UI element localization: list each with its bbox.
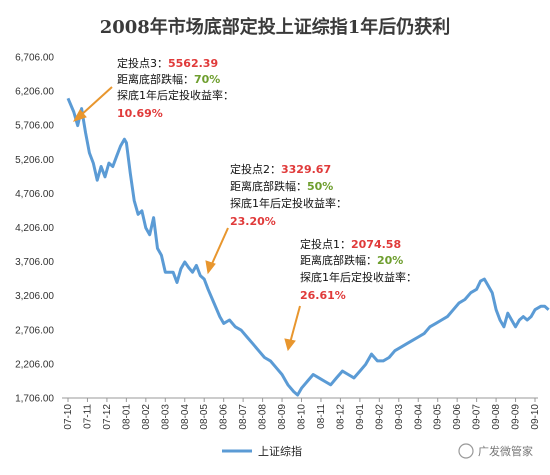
x-tick-label: 08-02 (141, 404, 152, 430)
arrow-head-2 (205, 260, 216, 275)
x-axis: 07-10 07-11 07-12 08-01 08-02 08-03 08-04 08-05… (63, 398, 541, 430)
x-tick-label: 08-04 (180, 404, 191, 430)
x-tick-label: 07-10 (63, 404, 74, 430)
x-tick-label: 09-09 (511, 404, 522, 430)
x-tick-label: 08-09 (277, 404, 288, 430)
ann1-return: 26.61% (300, 289, 346, 302)
ann2-drop-label: 距离底部跌幅： (230, 179, 307, 193)
ann2-label: 定投点2： (230, 162, 281, 176)
y-tick-label: 3,206.00 (15, 291, 54, 302)
svg-text:距离底部跌幅：50%: 距离底部跌幅：50% (230, 179, 333, 193)
chart-title: 2008年市场底部定投上证综指1年后仍获利 (100, 16, 451, 38)
arrow-shaft-1 (289, 305, 301, 344)
svg-text:定投点1：2074.58: 定投点1：2074.58 (300, 237, 401, 251)
y-tick-label: 2,206.00 (15, 359, 54, 370)
ann3-return: 10.69% (117, 107, 163, 120)
y-tick-label: 3,706.00 (15, 257, 54, 268)
legend: 上证综指 (222, 444, 302, 458)
x-tick-label: 09-01 (355, 404, 366, 430)
y-tick-label: 1,706.00 (15, 394, 54, 405)
ann1-value: 2074.58 (351, 238, 401, 251)
y-tick-label: 2,706.00 (15, 325, 54, 336)
x-tick-label: 08-03 (160, 404, 171, 430)
arrow-head-3 (72, 109, 87, 122)
annotation-arrows (72, 86, 301, 352)
ann3-drop-label: 距离底部跌幅： (117, 72, 194, 86)
x-tick-label: 08-07 (238, 404, 249, 430)
watermark: 广发微管家 (458, 443, 533, 459)
ann1-drop: 20% (377, 254, 403, 267)
y-tick-label: 4,206.00 (15, 223, 54, 234)
y-tick-label: 5,706.00 (15, 121, 54, 132)
arrow-shaft-3 (79, 86, 113, 117)
y-tick-label: 4,706.00 (15, 189, 54, 200)
ann3-value: 5562.39 (168, 57, 218, 70)
ann1-return-label: 探底1年后定投收益率： (300, 270, 417, 284)
ann2-value: 3329.67 (281, 163, 331, 176)
svg-text:定投点3：5562.39: 定投点3：5562.39 (117, 56, 218, 70)
ann3-label: 定投点3： (117, 56, 168, 70)
ann2-return-label: 探底1年后定投收益率： (230, 196, 347, 210)
y-tick-label: 5,206.00 (15, 155, 54, 166)
x-tick-label: 08-06 (219, 404, 230, 430)
x-tick-label: 09-05 (433, 404, 444, 430)
wechat-icon (458, 443, 474, 459)
ann1-drop-label: 距离底部跌幅： (300, 253, 377, 267)
x-tick-label: 09-10 (530, 404, 541, 430)
svg-text:距离底部跌幅：70%: 距离底部跌幅：70% (117, 72, 220, 86)
ann2-drop: 50% (307, 180, 333, 193)
x-tick-label: 07-12 (102, 404, 113, 430)
x-tick-label: 08-10 (297, 404, 308, 430)
ann2-return: 23.20% (230, 215, 276, 228)
svg-text:距离底部跌幅：20%: 距离底部跌幅：20% (300, 253, 403, 267)
annotation-point-1: 定投点1：2074.58 距离底部跌幅：20% 探底1年后定投收益率： 26.6… (300, 237, 417, 302)
ann3-return-label: 探底1年后定投收益率： (117, 88, 234, 102)
ann3-drop: 70% (194, 73, 220, 86)
y-tick-label: 6,206.00 (15, 87, 54, 98)
x-tick-label: 09-06 (452, 404, 463, 430)
watermark-text: 广发微管家 (478, 444, 533, 458)
x-tick-label: 08-11 (316, 404, 327, 429)
arrow-shaft-2 (210, 227, 229, 267)
x-tick-label: 08-08 (258, 404, 269, 430)
annotation-point-2: 定投点2：3329.67 距离底部跌幅：50% 探底1年后定投收益率： 23.2… (230, 162, 347, 228)
ann1-label: 定投点1： (300, 237, 351, 251)
y-axis: 1,706.00 2,206.00 2,706.00 3,206.00 3,706.00… (15, 53, 54, 405)
x-tick-label: 09-03 (394, 404, 405, 430)
x-tick-label: 09-02 (374, 404, 385, 430)
x-tick-label: 09-07 (472, 404, 483, 430)
svg-text:定投点2：3329.67: 定投点2：3329.67 (230, 162, 331, 176)
x-tick-label: 09-04 (413, 404, 424, 430)
x-tick-label: 08-05 (199, 404, 210, 430)
y-tick-label: 6,706.00 (15, 53, 54, 64)
x-tick-label: 09-08 (491, 404, 502, 430)
series-line-shanghai-composite (66, 97, 550, 397)
annotation-point-3: 定投点3：5562.39 距离底部跌幅：70% 探底1年后定投收益率： 10.6… (117, 56, 234, 120)
legend-label: 上证综指 (258, 444, 302, 458)
arrow-head-1 (284, 338, 296, 352)
x-tick-label: 08-12 (335, 404, 346, 430)
x-tick-label: 08-01 (121, 404, 132, 430)
x-tick-label: 07-11 (82, 404, 93, 429)
